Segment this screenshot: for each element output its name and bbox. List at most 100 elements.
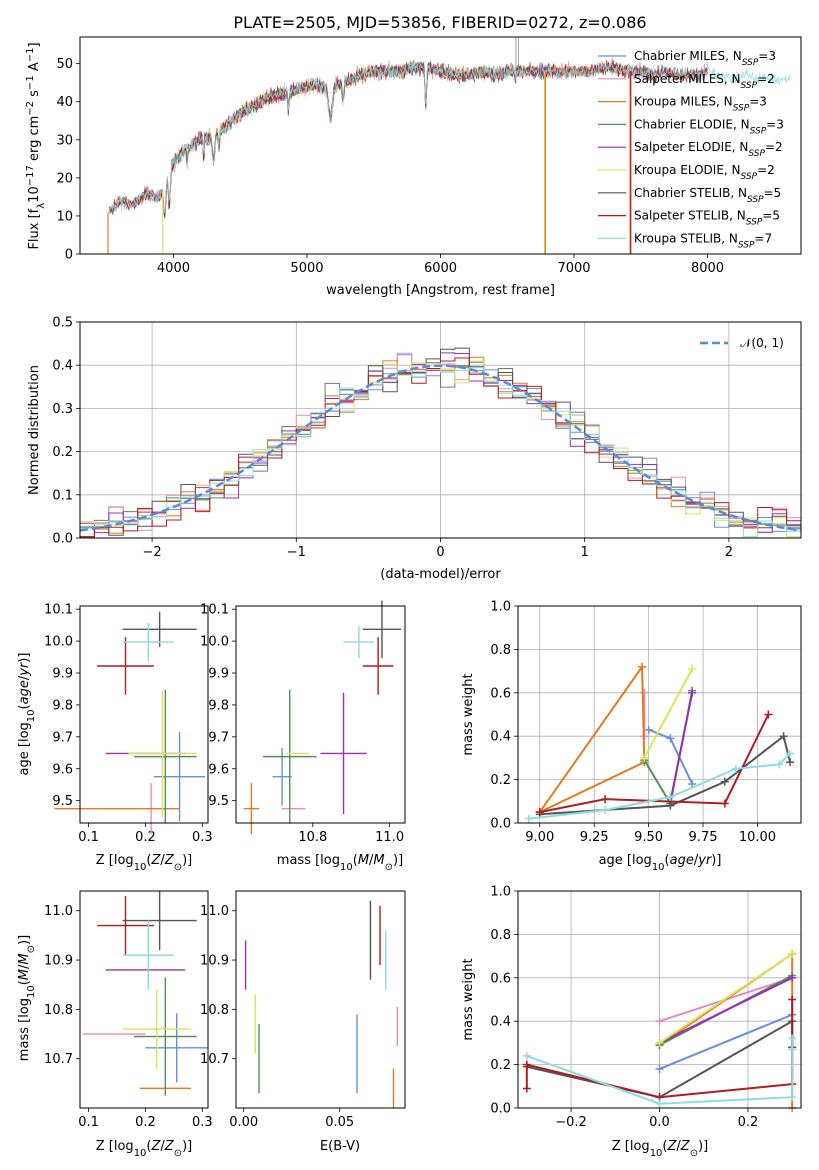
- x-tick-label: 0.1: [78, 830, 99, 845]
- spectrum-panel: 4000 5000 6000 7000 8000 0 10 20 30 40 50 wavelengt…: [25, 36, 802, 298]
- y-tick-label: 0.6: [490, 686, 511, 701]
- weight-marker: [638, 662, 647, 671]
- x-tick-label: 0.3: [192, 830, 213, 845]
- weight-marker: [522, 1084, 531, 1093]
- mass-vs-Z-panel: 0.1 0.2 0.3 10.7 10.8 10.9 11.0 Z [log10(Z/Z⊙)]…: [17, 890, 213, 1159]
- weight-marker: [655, 1099, 664, 1108]
- axes-frame: [517, 605, 802, 824]
- residuals-panel: −2 −1 0 1 2 0.0 0.1 0.2 0.3 0.4 0.5 𝒩(0, 1) (data-mo…: [27, 316, 802, 582]
- weight-marker: [788, 973, 797, 982]
- x-axis-label: mass [log10(M/M⊙)]: [277, 853, 403, 873]
- y-tick-label: 10.9: [200, 954, 229, 969]
- axes-frame: [79, 605, 209, 824]
- weight-series: [538, 663, 646, 814]
- weight-marker: [788, 1034, 797, 1043]
- y-tick-label: 0.3: [52, 402, 73, 417]
- x-tick-label: 0.05: [325, 1115, 354, 1130]
- y-tick-label: 10.8: [200, 1003, 229, 1018]
- weight-marker: [640, 688, 649, 697]
- spectrum-legend: Chabrier MILES, NSSP=3 Salpeter MILES, NS…: [598, 49, 784, 250]
- y-tick-label: 0.4: [490, 1015, 511, 1030]
- x-axis-label: age [log10(age/yr)]: [599, 853, 722, 873]
- weight-marker: [788, 995, 797, 1004]
- y-tick-label: 0: [65, 248, 73, 263]
- weight-marker: [655, 1017, 664, 1026]
- x-tick-label: 10.00: [739, 830, 776, 845]
- weight-series: [658, 953, 793, 1044]
- x-tick-label: −1: [287, 545, 306, 560]
- age-vs-mass-panel: 10.8 11.0 9.5 9.6 9.7 9.8 9.9 10.0 10.1 mass [log…: [200, 600, 406, 873]
- weight-marker: [779, 732, 788, 741]
- axes-frame: [79, 890, 209, 1109]
- y-tick-label: 50: [56, 57, 73, 72]
- y-tick-label: 9.8: [52, 698, 73, 713]
- y-tick-label: 30: [56, 133, 73, 148]
- x-tick-label: 9.25: [580, 830, 609, 845]
- spectrum-line: [109, 59, 791, 214]
- x-tick-label: 2: [725, 545, 733, 560]
- y-tick-label: 9.6: [208, 762, 229, 777]
- weight-marker: [731, 764, 740, 773]
- y-tick-label: 0.0: [490, 1102, 511, 1117]
- axes-frame: [235, 890, 406, 1109]
- weight-series: [539, 714, 770, 814]
- legend-label: Kroupa STELIB, NSSP=7: [634, 231, 772, 250]
- weight-series: [643, 690, 694, 807]
- legend-label: Chabrier MILES, NSSP=3: [634, 49, 776, 68]
- weight-marker: [688, 664, 697, 673]
- y-tick-label: 10.7: [44, 1052, 73, 1067]
- y-tick-label: 10.9: [44, 954, 73, 969]
- y-tick-label: 10.1: [200, 603, 229, 618]
- weight-marker: [720, 799, 729, 808]
- spectrum-line: [163, 61, 548, 217]
- y-tick-label: 0.6: [490, 971, 511, 986]
- weight-vs-age-panel: 9.00 9.25 9.50 9.75 10.00 0.0 0.2 0.4 0.6 0.8 1.0 m…: [461, 600, 802, 873]
- x-axis-label: E(B-V): [320, 1139, 360, 1154]
- legend-label: Chabrier STELIB, NSSP=5: [634, 186, 781, 205]
- y-axis-label: Flux [fλ10−17 erg cm−2 s−1 A−1]: [25, 42, 47, 249]
- weight-marker: [666, 801, 675, 810]
- y-axis-label: age [log10(age/yr)]: [17, 653, 37, 776]
- weight-marker: [655, 1064, 664, 1073]
- weight-series: [528, 752, 791, 820]
- weight-marker: [655, 1038, 664, 1047]
- weight-marker: [522, 1060, 531, 1069]
- weight-marker: [644, 725, 653, 734]
- weight-marker: [788, 949, 797, 958]
- y-tick-label: 10.1: [44, 603, 73, 618]
- y-tick-label: 0.5: [52, 316, 73, 331]
- y-tick-label: 0.4: [52, 359, 73, 374]
- x-tick-label: 6000: [424, 261, 457, 276]
- y-tick-label: 0.8: [490, 643, 511, 658]
- y-tick-label: 10: [56, 209, 73, 224]
- x-tick-label: 0.00: [229, 1115, 258, 1130]
- normal-curve: [79, 364, 802, 532]
- y-tick-label: 0.4: [490, 730, 511, 745]
- x-tick-label: −0.2: [555, 1115, 587, 1130]
- y-tick-label: 1.0: [490, 885, 511, 900]
- histogram-series: [80, 362, 801, 538]
- legend-label: Chabrier ELODIE, NSSP=3: [634, 117, 784, 136]
- x-tick-label: 0: [436, 545, 444, 560]
- x-tick-label: 9.50: [634, 830, 663, 845]
- weight-marker: [786, 749, 795, 758]
- y-tick-label: 0.0: [490, 817, 511, 832]
- y-tick-label: 9.9: [52, 667, 73, 682]
- x-tick-label: 4000: [157, 261, 190, 276]
- x-axis-label: wavelength [Angstrom, rest frame]: [326, 283, 555, 298]
- weight-marker: [764, 710, 773, 719]
- y-tick-label: 11.0: [44, 904, 73, 919]
- age-vs-Z-panel: 0.1 0.2 0.3 9.5 9.6 9.7 9.8 9.9 10.0 10.1 Z [log10…: [17, 603, 213, 873]
- y-tick-label: 9.6: [52, 762, 73, 777]
- legend-label: Salpeter STELIB, NSSP=5: [634, 209, 780, 228]
- x-axis-label: (data-model)/error: [380, 567, 501, 582]
- y-axis-label: mass weight: [461, 958, 476, 1040]
- y-tick-label: 20: [56, 171, 73, 186]
- x-tick-label: 0.3: [192, 1115, 213, 1130]
- mass-vs-EBV-panel: 0.00 0.05 10.7 10.8 10.9 11.0 E(B-V): [200, 890, 406, 1154]
- x-tick-label: 0.2: [135, 1115, 156, 1130]
- weight-marker: [601, 795, 610, 804]
- weight-marker: [535, 808, 544, 817]
- y-tick-label: 0.8: [490, 928, 511, 943]
- y-axis-label: Normed distribution: [27, 365, 42, 495]
